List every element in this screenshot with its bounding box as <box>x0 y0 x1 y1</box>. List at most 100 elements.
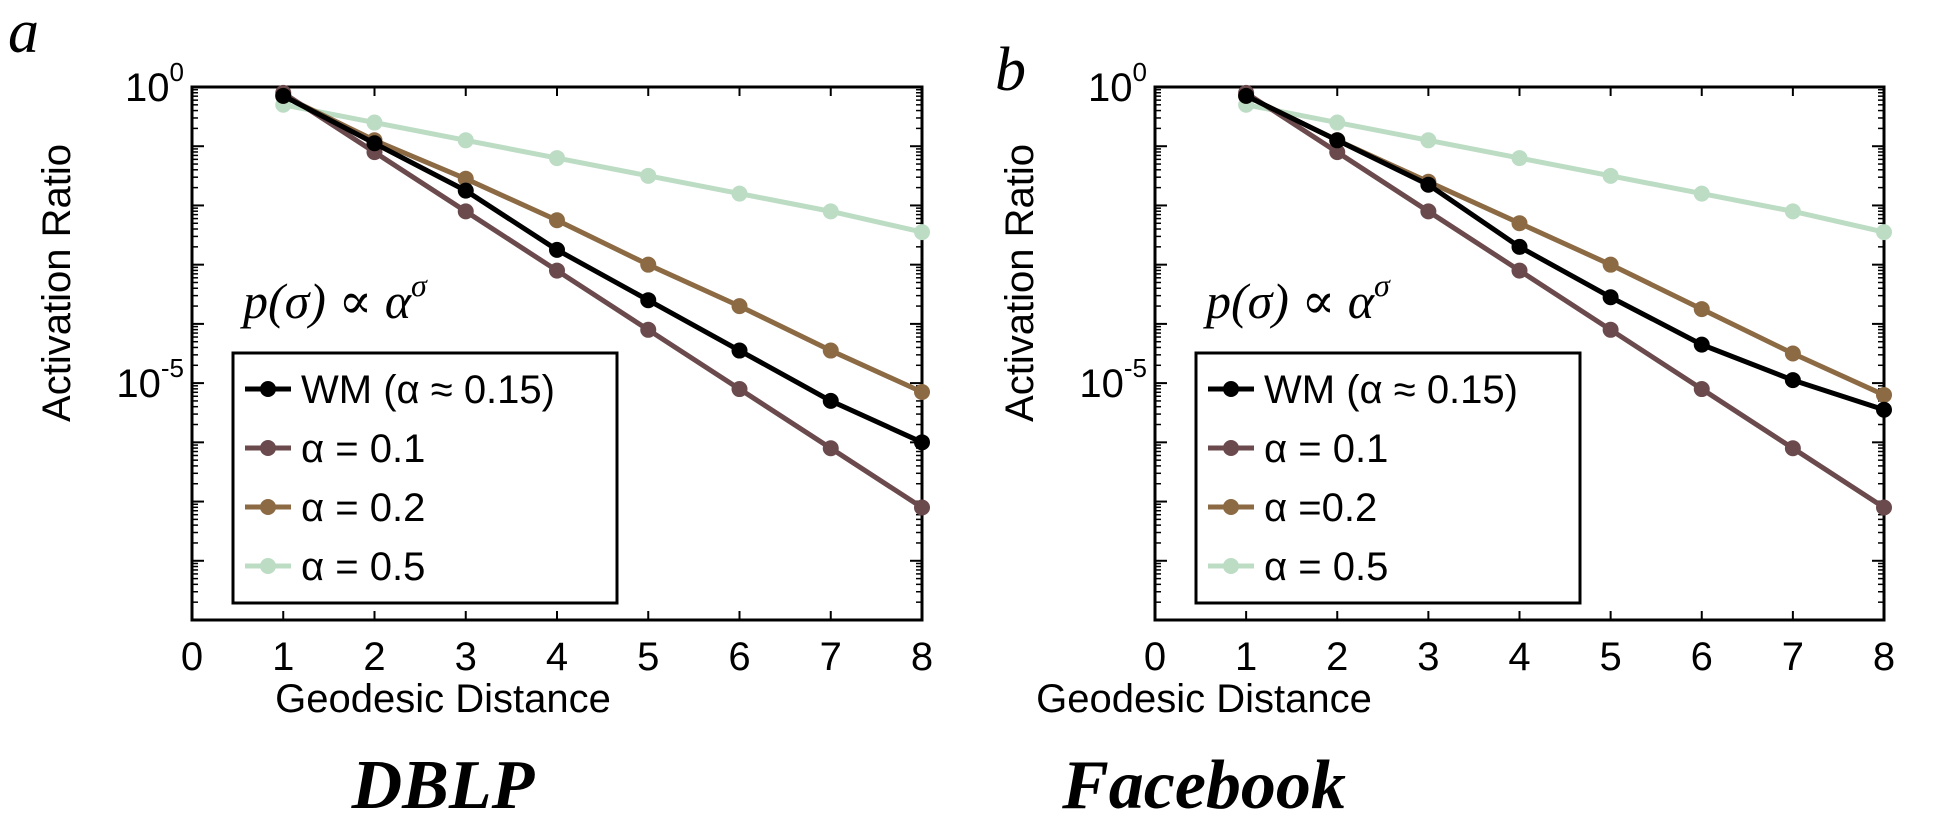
x-tick-label: 5 <box>637 635 659 679</box>
legend-entry: WM (α ≈ 0.15) <box>1264 368 1518 412</box>
data-point <box>457 203 474 220</box>
data-point <box>275 87 292 104</box>
data-point <box>1420 176 1437 193</box>
data-point <box>1511 215 1528 232</box>
legend-entry: α = 0.5 <box>1264 545 1388 589</box>
data-point <box>1329 144 1346 161</box>
y-tick-label: 100 <box>125 57 184 110</box>
legend-swatch-marker <box>260 499 276 515</box>
data-point <box>1876 386 1892 403</box>
y-tick-label: 10-5 <box>116 353 184 406</box>
data-point <box>1876 224 1892 241</box>
series-lines-dblp <box>275 84 930 516</box>
data-point <box>914 499 930 516</box>
panel-label-a: a <box>8 0 39 66</box>
data-point <box>1784 203 1801 220</box>
legend-swatch-marker <box>260 440 276 456</box>
legend-swatch-marker <box>1223 440 1239 456</box>
legend-swatch-marker <box>260 558 276 574</box>
data-point <box>1784 440 1801 457</box>
x-tick-label: 6 <box>1691 635 1713 679</box>
series-line <box>281 90 924 510</box>
legend-box <box>231 351 619 605</box>
x-tick-label: 3 <box>1417 635 1439 679</box>
data-point <box>731 381 748 398</box>
axes-dblp: 0 1 2 3 4 5 6 7 8 100 10-5 <box>116 57 933 679</box>
x-tick-label: 4 <box>1508 635 1530 679</box>
data-point <box>822 203 839 220</box>
x-tick-label: 7 <box>1782 635 1804 679</box>
data-point <box>1420 203 1437 220</box>
series-line <box>282 93 924 395</box>
data-point <box>822 440 839 457</box>
x-tick-label: 8 <box>1873 635 1895 679</box>
legend-swatch-marker <box>1223 381 1239 397</box>
y-tick-label: 100 <box>1088 57 1147 110</box>
series-line <box>282 93 924 445</box>
data-point <box>1693 301 1710 318</box>
data-point <box>640 256 657 273</box>
data-point <box>366 114 383 131</box>
legend-entry: α = 0.1 <box>1264 427 1388 471</box>
legend-box <box>1194 351 1582 605</box>
data-point <box>1784 345 1801 362</box>
data-point <box>822 392 839 409</box>
legend-entry: α = 0.5 <box>301 545 425 589</box>
data-point <box>549 150 565 167</box>
data-point <box>1784 372 1801 389</box>
legend-facebook: WM (α ≈ 0.15) α = 0.1 α =0.2 α = 0.5 <box>1194 351 1582 605</box>
series-line <box>1245 102 1885 235</box>
data-point <box>1511 238 1528 255</box>
panel-dblp: a DBLP Geodesic Distance Activation Rati… <box>8 0 933 824</box>
data-point <box>1329 132 1346 149</box>
legend-entry: WM (α ≈ 0.15) <box>301 368 555 412</box>
x-axis-label-facebook: Geodesic Distance <box>1036 677 1372 721</box>
legend-entry: α = 0.2 <box>301 486 425 530</box>
data-point <box>1602 321 1619 338</box>
y-tick-label: 10-5 <box>1079 353 1147 406</box>
series-line <box>282 102 923 235</box>
data-point <box>457 170 474 187</box>
data-point <box>1238 87 1255 104</box>
chart-title-dblp: DBLP <box>351 747 536 824</box>
data-point <box>1420 132 1437 149</box>
legend-entry: α = 0.1 <box>301 427 425 471</box>
data-point <box>1511 262 1528 279</box>
series-line <box>1245 93 1885 413</box>
data-point <box>731 342 748 359</box>
data-point <box>1329 114 1346 131</box>
y-axis-label-facebook: Activation Ratio <box>998 144 1042 422</box>
y-axis-label-dblp: Activation Ratio <box>35 144 79 422</box>
data-point <box>549 262 565 279</box>
x-tick-label: 1 <box>1235 635 1257 679</box>
data-point <box>1693 336 1710 353</box>
legend-swatch-marker <box>1223 499 1239 515</box>
legend-dblp: WM (α ≈ 0.15) α = 0.1 α = 0.2 α = 0.5 <box>231 351 619 605</box>
data-point <box>914 434 930 451</box>
data-point <box>1602 167 1619 184</box>
x-tick-label: 4 <box>546 635 568 679</box>
x-tick-label: 2 <box>363 635 385 679</box>
x-tick-label: 6 <box>728 635 750 679</box>
x-tick-label: 2 <box>1326 635 1348 679</box>
x-tick-label: 7 <box>820 635 842 679</box>
panel-label-b: b <box>995 36 1026 104</box>
legend-swatch-marker <box>1223 558 1239 574</box>
annotation-facebook: p(σ) ∝ ασ <box>1203 267 1391 329</box>
data-point <box>640 292 657 309</box>
data-point <box>914 224 930 241</box>
series-line <box>1244 90 1886 510</box>
formula-annotation: p(σ) ∝ ασ <box>1203 267 1391 329</box>
x-axis-label-dblp: Geodesic Distance <box>275 677 611 721</box>
data-point <box>1511 150 1528 167</box>
data-point <box>549 212 565 229</box>
data-point <box>822 342 839 359</box>
x-tick-label: 1 <box>272 635 294 679</box>
x-tick-label: 5 <box>1600 635 1622 679</box>
data-point <box>457 132 474 149</box>
chart-title-facebook: Facebook <box>1061 747 1346 824</box>
data-point <box>1693 381 1710 398</box>
data-point <box>640 167 657 184</box>
x-tick-label: 0 <box>181 635 203 679</box>
